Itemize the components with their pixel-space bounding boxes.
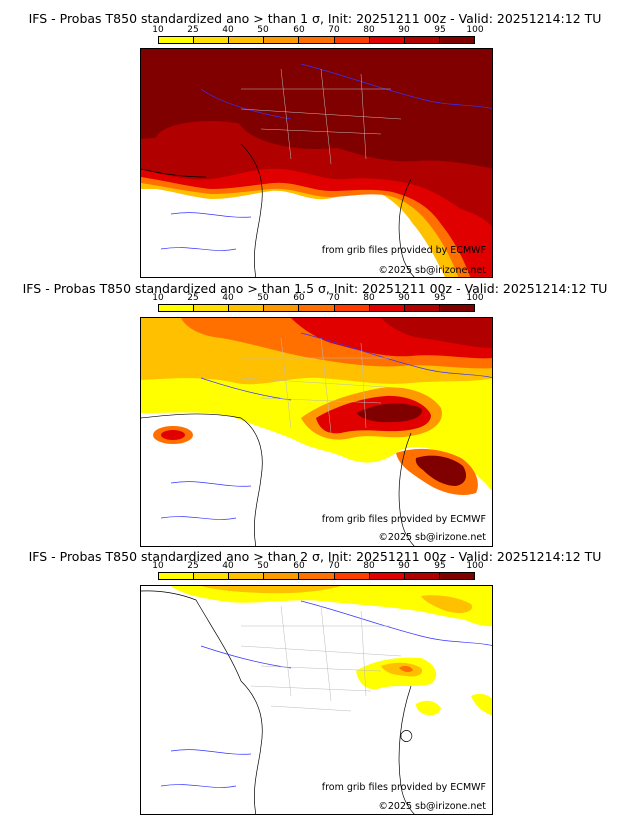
colorbar-swatch	[264, 573, 300, 579]
panel-title: IFS - Probas T850 standardized ano > tha…	[28, 549, 602, 564]
colorbar-swatch	[194, 573, 230, 579]
colorbar-tick: 60	[293, 25, 305, 35]
colorbar-tick: 25	[187, 561, 199, 571]
colorbar: 10 25 40 50 60 70 80 90 95 100	[152, 293, 484, 312]
colorbar-tick: 60	[293, 293, 305, 303]
colorbar-swatch	[264, 305, 300, 311]
map-graphic	[141, 586, 492, 814]
colorbar-tick: 25	[187, 25, 199, 35]
copyright-credit: ©2025 sb@irizone.net	[378, 801, 486, 812]
colorbar-tick: 95	[434, 25, 446, 35]
colorbar-swatch	[439, 305, 474, 311]
colorbar-swatches	[158, 572, 475, 580]
colorbar-tick: 95	[434, 293, 446, 303]
colorbar-swatch	[229, 37, 265, 43]
panel-title: IFS - Probas T850 standardized ano > tha…	[28, 11, 602, 26]
colorbar-tick: 10	[152, 561, 164, 571]
colorbar-swatch	[159, 37, 195, 43]
colorbar-ticks: 10 25 40 50 60 70 80 90 95 100	[152, 293, 483, 304]
colorbar-tick: 25	[187, 293, 199, 303]
colorbar-swatch	[404, 573, 440, 579]
colorbar-tick: 80	[363, 293, 375, 303]
colorbar-tick: 80	[363, 561, 375, 571]
colorbar-tick: 10	[152, 293, 164, 303]
colorbar-ticks: 10 25 40 50 60 70 80 90 95 100	[152, 561, 483, 572]
colorbar-tick: 80	[363, 25, 375, 35]
colorbar-swatch	[334, 573, 370, 579]
colorbar-swatch	[229, 305, 265, 311]
colorbar-tick: 40	[222, 561, 234, 571]
copyright-credit: ©2025 sb@irizone.net	[378, 265, 486, 276]
colorbar-swatch	[159, 573, 195, 579]
colorbar-swatch	[194, 305, 230, 311]
colorbar-tick: 90	[398, 25, 410, 35]
colorbar-swatch	[369, 305, 405, 311]
colorbar-tick: 70	[328, 25, 340, 35]
probability-map: from grib files provided by ECMWF ©2025 …	[140, 317, 493, 547]
colorbar-swatch	[264, 37, 300, 43]
colorbar-swatches	[158, 36, 475, 44]
colorbar-swatch	[159, 305, 195, 311]
colorbar-swatch	[299, 37, 335, 43]
colorbar-swatch	[439, 573, 474, 579]
colorbar-tick: 90	[398, 293, 410, 303]
colorbar-tick: 10	[152, 25, 164, 35]
colorbar-tick: 70	[328, 293, 340, 303]
colorbar-tick: 95	[434, 561, 446, 571]
source-credit: from grib files provided by ECMWF	[321, 782, 486, 793]
colorbar-swatch	[369, 37, 405, 43]
source-credit: from grib files provided by ECMWF	[321, 514, 486, 525]
colorbar-swatch	[229, 573, 265, 579]
colorbar-ticks: 10 25 40 50 60 70 80 90 95 100	[152, 25, 483, 36]
colorbar-swatch	[299, 305, 335, 311]
map-graphic	[141, 318, 492, 546]
colorbar-tick: 40	[222, 25, 234, 35]
colorbar-tick: 70	[328, 561, 340, 571]
colorbar-swatch	[194, 37, 230, 43]
colorbar-tick: 100	[466, 561, 484, 571]
colorbar-swatch	[404, 37, 440, 43]
colorbar-swatch	[369, 573, 405, 579]
map-graphic	[141, 49, 492, 277]
colorbar-tick: 60	[293, 561, 305, 571]
colorbar-swatches	[158, 304, 475, 312]
colorbar: 10 25 40 50 60 70 80 90 95 100	[152, 25, 484, 44]
colorbar-tick: 50	[257, 561, 269, 571]
panel-1: IFS - Probas T850 standardized ano > tha…	[0, 0, 630, 278]
colorbar-tick: 50	[257, 25, 269, 35]
panel-2: IFS - Probas T850 standardized ano > tha…	[0, 270, 630, 547]
copyright-credit: ©2025 sb@irizone.net	[378, 532, 486, 543]
panel-title: IFS - Probas T850 standardized ano > tha…	[22, 281, 608, 296]
colorbar-swatch	[299, 573, 335, 579]
colorbar-tick: 100	[466, 25, 484, 35]
colorbar-swatch	[334, 37, 370, 43]
colorbar-tick: 100	[466, 293, 484, 303]
probability-map: from grib files provided by ECMWF ©2025 …	[140, 585, 493, 815]
colorbar-tick: 90	[398, 561, 410, 571]
probability-map: from grib files provided by ECMWF ©2025 …	[140, 48, 493, 278]
colorbar-swatch	[334, 305, 370, 311]
colorbar: 10 25 40 50 60 70 80 90 95 100	[152, 561, 484, 580]
colorbar-tick: 50	[257, 293, 269, 303]
source-credit: from grib files provided by ECMWF	[321, 245, 486, 256]
panel-3: IFS - Probas T850 standardized ano > tha…	[0, 538, 630, 815]
colorbar-swatch	[404, 305, 440, 311]
colorbar-tick: 40	[222, 293, 234, 303]
colorbar-swatch	[439, 37, 474, 43]
